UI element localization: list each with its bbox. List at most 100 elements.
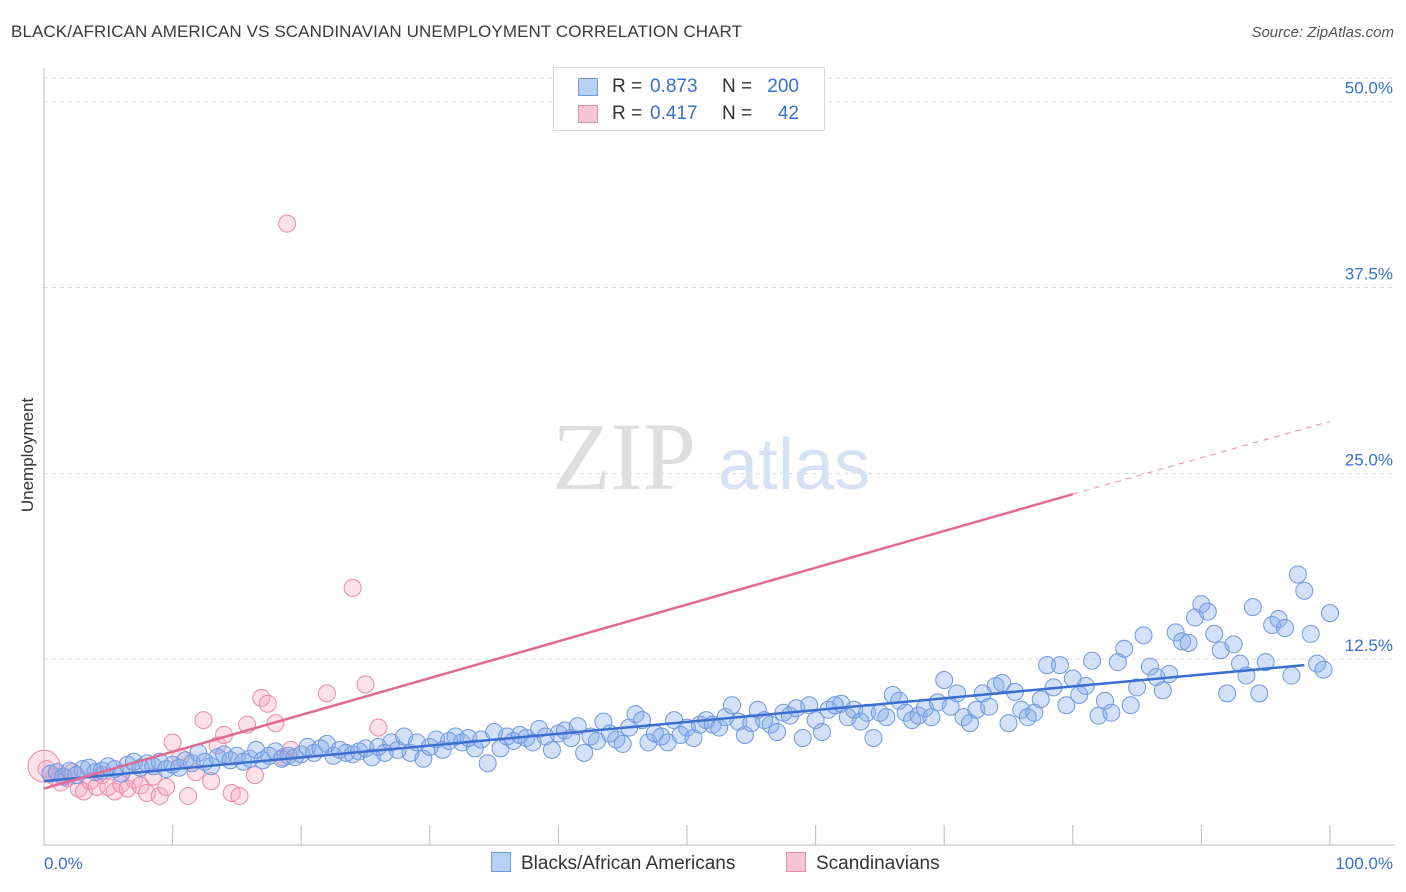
scandinavian-point bbox=[27, 749, 61, 783]
black-african-american-point bbox=[465, 739, 484, 758]
black-african-american-point bbox=[851, 712, 870, 731]
black-african-american-point bbox=[1095, 691, 1114, 710]
scandinavian-point bbox=[245, 766, 264, 785]
black-african-american-point bbox=[613, 734, 632, 753]
y-tick-label: 50.0% bbox=[1345, 79, 1393, 98]
black-african-american-point bbox=[935, 670, 954, 689]
bottom-legend-label: Blacks/African Americans bbox=[521, 853, 736, 874]
tick-labels: 12.5% 25.0% 37.5% 50.0% 0.0% 100.0% bbox=[44, 79, 1393, 873]
scandinavian-point bbox=[179, 786, 198, 805]
bottom-legend-blacks: Blacks/African Americans bbox=[491, 852, 735, 875]
black-african-american-point bbox=[478, 754, 497, 773]
y-tick-label: 12.5% bbox=[1345, 636, 1393, 655]
correlation-legend: R = 0.873 N = 200 R = 0.417 N = 42 bbox=[553, 67, 825, 131]
black-african-american-point bbox=[806, 711, 825, 730]
blacks-trend-line bbox=[43, 663, 1305, 783]
scandinavian-point bbox=[258, 694, 277, 713]
black-african-american-point bbox=[864, 728, 883, 747]
black-african-american-point bbox=[414, 749, 433, 768]
scandinavians-trend-line bbox=[43, 492, 1074, 790]
black-african-american-point bbox=[723, 696, 742, 715]
scandinavian-point bbox=[356, 675, 375, 694]
black-african-american-point bbox=[948, 684, 967, 703]
scandinavian-point bbox=[230, 786, 249, 805]
black-african-american-point bbox=[1050, 656, 1069, 675]
black-african-american-point bbox=[1275, 618, 1294, 637]
bottom-swatch-pink bbox=[786, 852, 806, 872]
x-tick-label: 100.0% bbox=[1335, 854, 1393, 873]
scandinavian-point bbox=[157, 778, 176, 797]
black-african-american-point bbox=[1205, 624, 1224, 643]
scandinavian-point bbox=[317, 684, 336, 703]
bottom-legend-scandinavians: Scandinavians bbox=[786, 852, 940, 875]
black-african-american-point bbox=[1256, 653, 1275, 672]
source-label: Source: ZipAtlas.com bbox=[1251, 24, 1394, 41]
axes bbox=[43, 68, 1395, 846]
black-african-american-point bbox=[999, 714, 1018, 733]
legend-n-value: 42 bbox=[777, 103, 799, 124]
scandinavian-point bbox=[163, 733, 182, 752]
black-african-american-point bbox=[1314, 660, 1333, 679]
trend-lines bbox=[43, 420, 1331, 790]
black-african-american-point bbox=[542, 740, 561, 759]
chart-title: BLACK/AFRICAN AMERICAN VS SCANDINAVIAN U… bbox=[11, 22, 743, 41]
legend-r-label: R = bbox=[612, 103, 643, 124]
scandinavian-point bbox=[369, 718, 388, 737]
legend-swatch-blue bbox=[578, 78, 598, 96]
black-african-american-point bbox=[768, 723, 787, 742]
black-african-american-point bbox=[1288, 565, 1307, 584]
black-african-american-point bbox=[909, 706, 928, 725]
black-african-american-point bbox=[1140, 657, 1159, 676]
black-african-american-point bbox=[922, 708, 941, 727]
black-african-american-point bbox=[1115, 639, 1134, 658]
watermark: ZIP atlas bbox=[552, 403, 870, 510]
black-african-american-point bbox=[793, 728, 812, 747]
watermark-atlas: atlas bbox=[718, 425, 870, 505]
black-african-american-point bbox=[1198, 602, 1217, 621]
scandinavian-point bbox=[343, 578, 362, 597]
black-african-american-point bbox=[1057, 696, 1076, 715]
black-african-american-point bbox=[530, 720, 549, 739]
black-african-american-point bbox=[1250, 684, 1269, 703]
black-african-american-point bbox=[1192, 595, 1211, 614]
black-african-american-points bbox=[41, 565, 1339, 786]
black-african-american-point bbox=[568, 717, 587, 736]
legend-swatch-pink bbox=[578, 105, 598, 123]
black-african-american-point bbox=[1173, 632, 1192, 651]
black-african-american-point bbox=[1121, 696, 1140, 715]
black-african-american-point bbox=[632, 711, 651, 730]
black-african-american-point bbox=[1038, 656, 1057, 675]
scandinavian-point bbox=[278, 214, 297, 233]
legend-n-label: N = bbox=[722, 103, 753, 124]
bottom-legend-label: Scandinavians bbox=[816, 853, 940, 874]
black-african-american-point bbox=[1224, 635, 1243, 654]
black-african-american-point bbox=[1301, 624, 1320, 643]
black-african-american-point bbox=[1031, 690, 1050, 709]
scandinavian-point bbox=[194, 711, 213, 730]
legend-n-label: N = bbox=[722, 76, 753, 97]
black-african-american-point bbox=[1282, 666, 1301, 685]
watermark-zip: ZIP bbox=[552, 403, 696, 510]
black-african-american-point bbox=[735, 725, 754, 744]
y-axis-label: Unemployment bbox=[18, 398, 37, 513]
legend-r-value: 0.873 bbox=[650, 76, 698, 97]
black-african-american-point bbox=[761, 715, 780, 734]
black-african-american-point bbox=[1321, 604, 1339, 623]
legend-r-value: 0.417 bbox=[650, 103, 698, 124]
black-african-american-point bbox=[1166, 623, 1185, 642]
black-african-american-point bbox=[1243, 598, 1262, 617]
scandinavian-point bbox=[131, 776, 150, 795]
black-african-american-point bbox=[877, 708, 896, 727]
scandinavian-points bbox=[27, 214, 388, 805]
black-african-american-point bbox=[1179, 633, 1198, 652]
scandinavian-point bbox=[150, 786, 169, 805]
black-african-american-point bbox=[1128, 678, 1147, 697]
scandinavian-point bbox=[202, 772, 221, 791]
black-african-american-point bbox=[813, 723, 832, 742]
black-african-american-point bbox=[1218, 684, 1237, 703]
black-african-american-point bbox=[1134, 626, 1153, 645]
gridlines bbox=[44, 77, 1395, 660]
black-african-american-point bbox=[1102, 703, 1121, 722]
scandinavians-trend-extension bbox=[1072, 420, 1331, 495]
